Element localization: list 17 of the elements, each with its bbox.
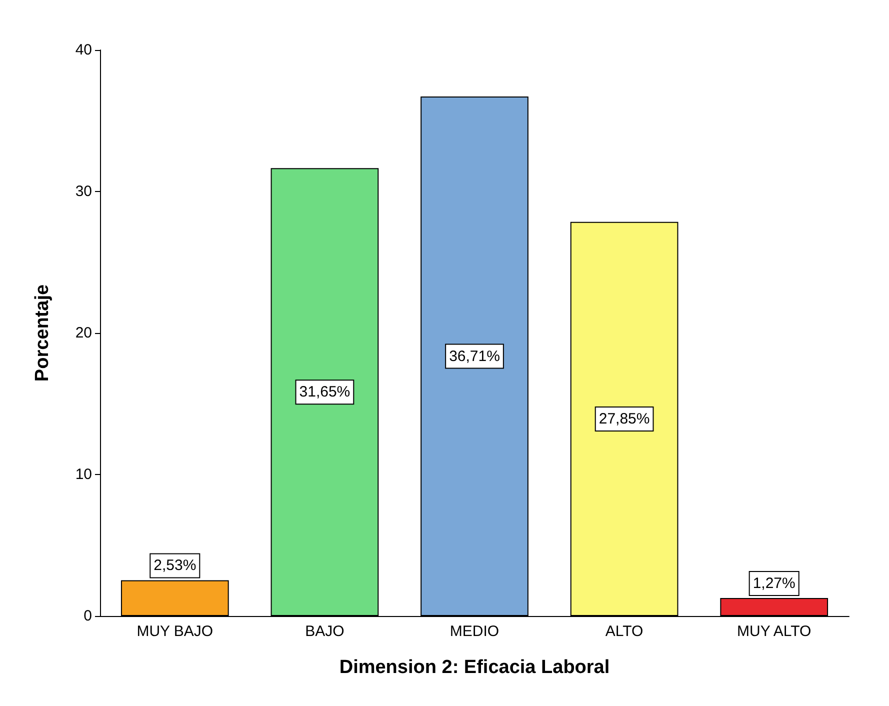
data-label: 31,65%: [299, 384, 350, 401]
x-tick-label: BAJO: [305, 623, 344, 640]
y-tick-label: 20: [75, 324, 92, 342]
data-label: 1,27%: [752, 575, 796, 592]
y-tick-label: 0: [84, 608, 92, 624]
x-tick-label: MUY ALTO: [737, 623, 812, 640]
y-axis-title: Porcentaje: [32, 284, 53, 382]
data-label: 27,85%: [598, 410, 650, 428]
y-tick-label: 10: [75, 466, 92, 483]
x-axis-title: Dimension 2: Eficacia Laboral: [339, 657, 610, 678]
x-tick-label: MEDIO: [450, 623, 500, 640]
y-tick-label: 40: [75, 42, 92, 58]
data-label: 36,71%: [449, 348, 500, 365]
y-tick-label: 30: [75, 183, 92, 200]
x-tick-label: MUY BAJO: [136, 623, 214, 640]
data-label: 2,53%: [154, 557, 196, 574]
x-tick-label: ALTO: [605, 623, 644, 640]
